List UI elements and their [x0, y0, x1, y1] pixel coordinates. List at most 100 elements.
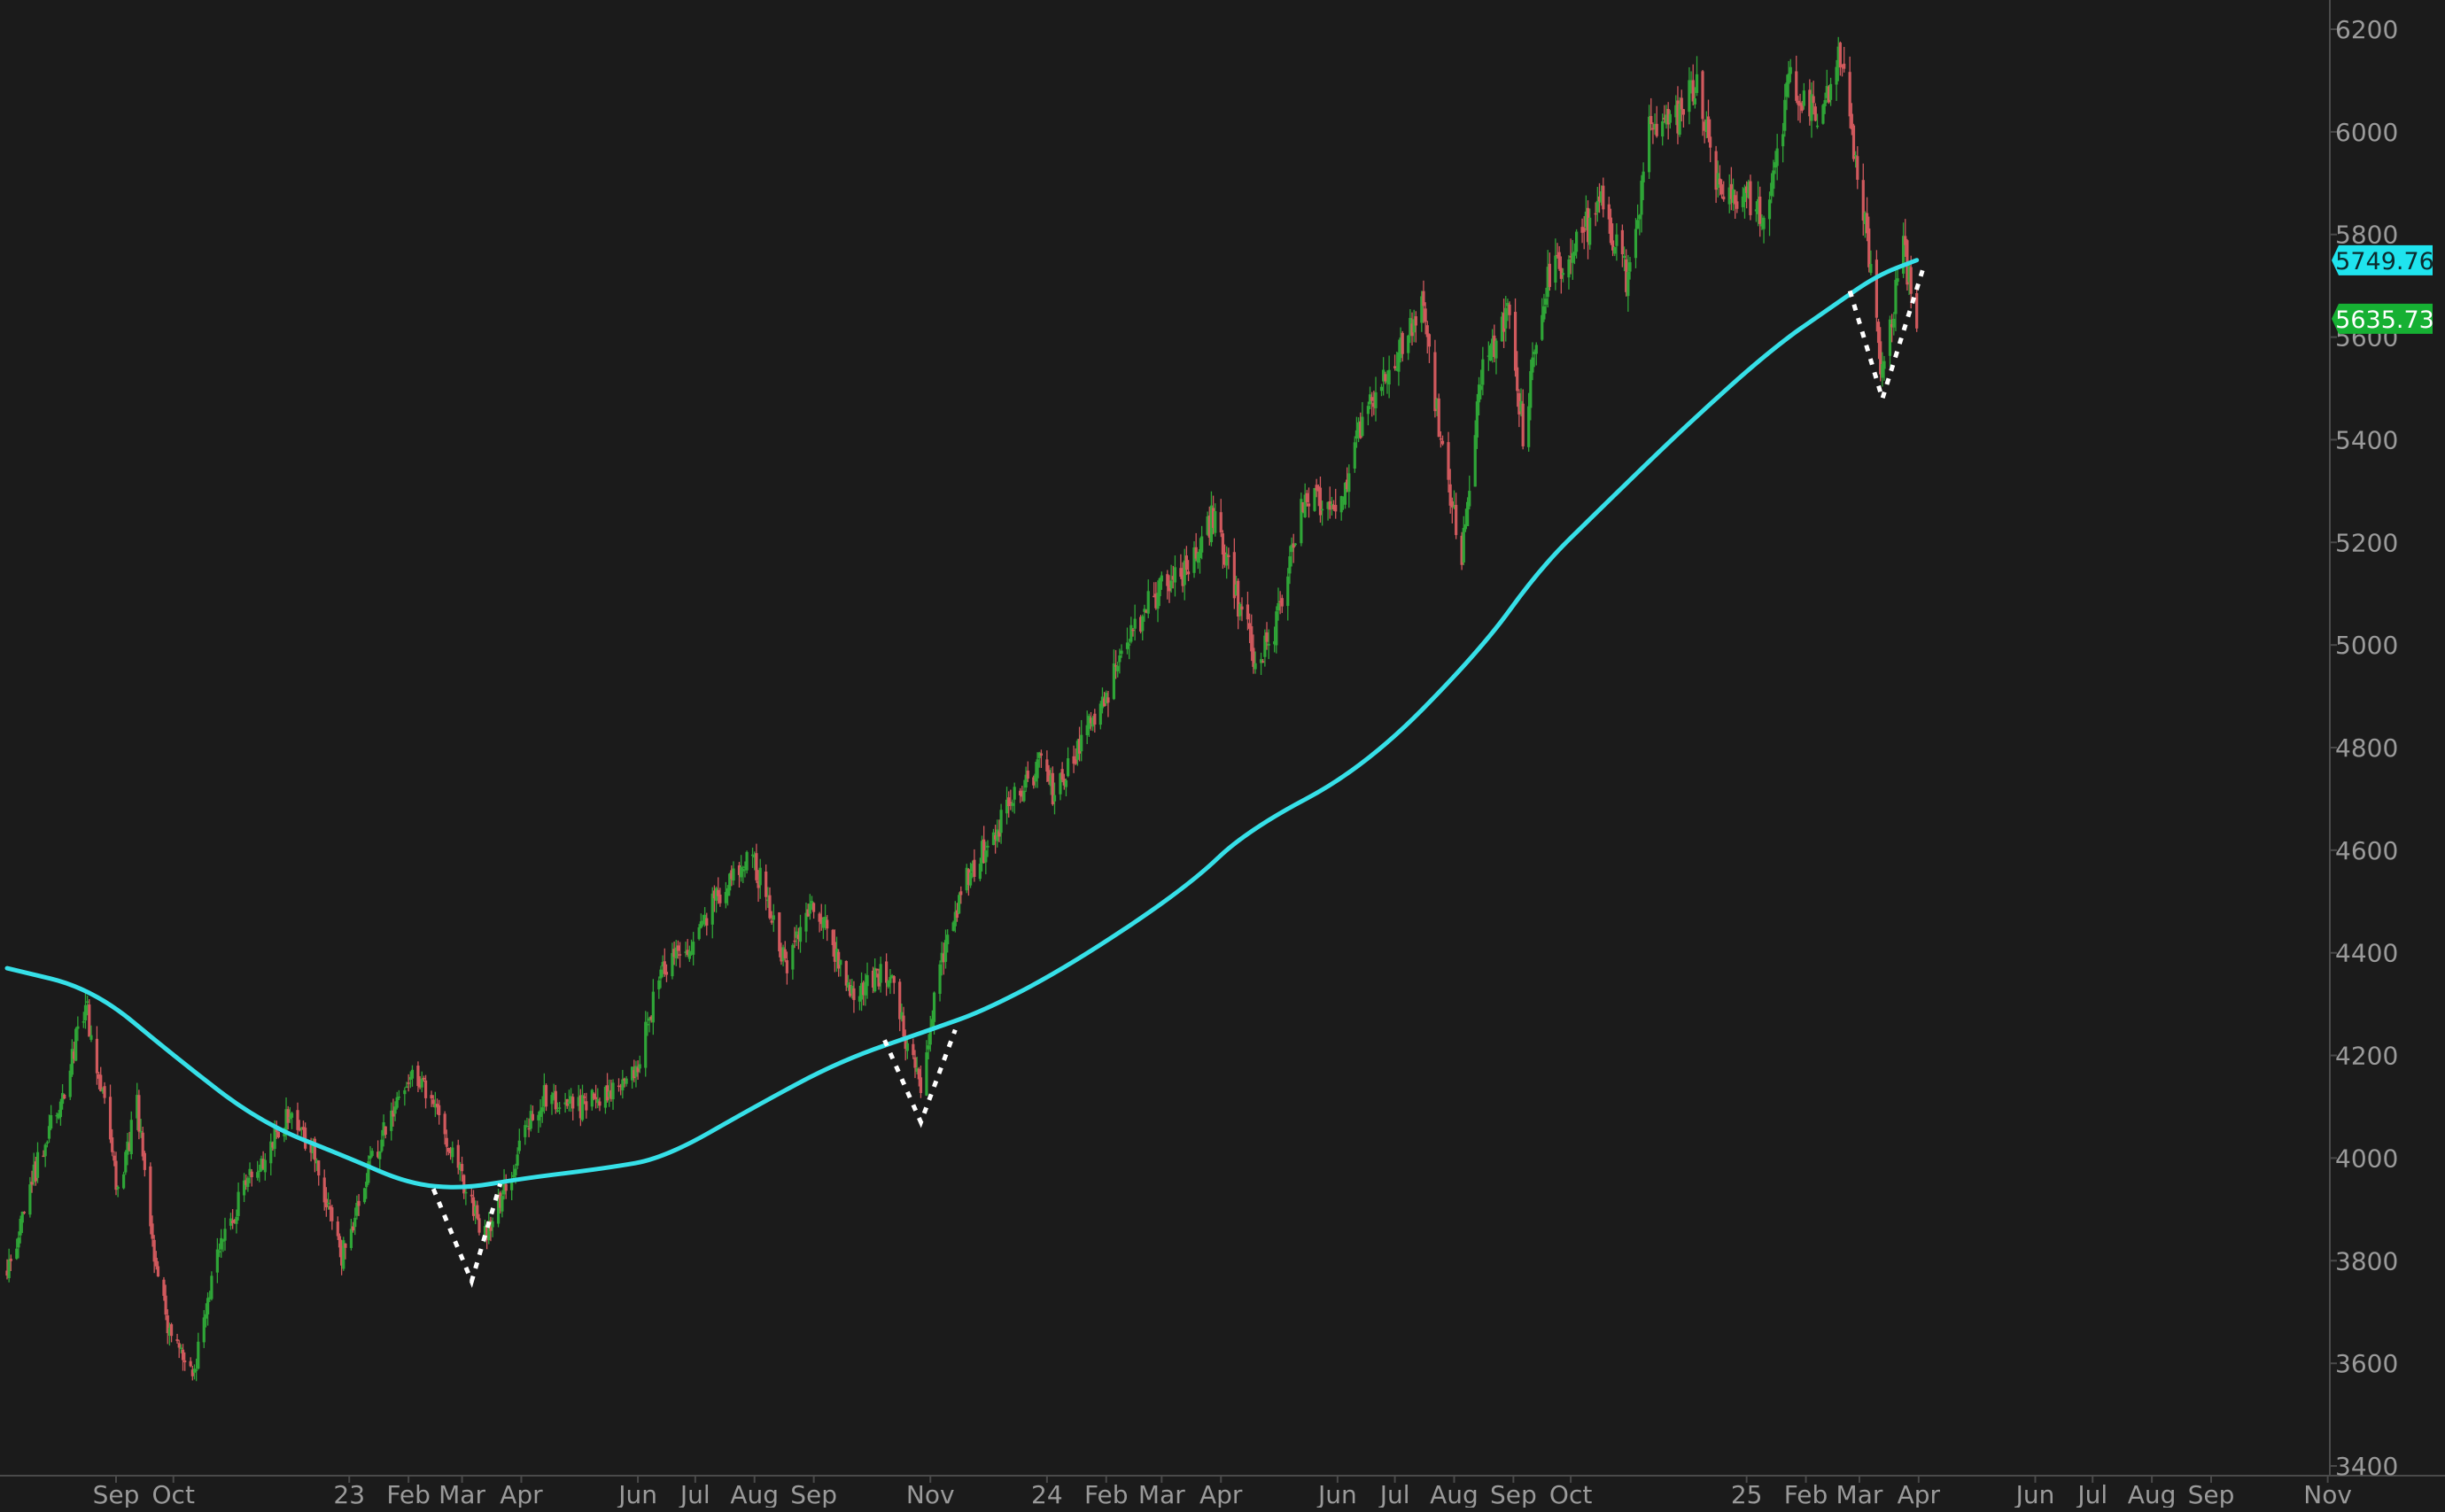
candle-body	[1473, 435, 1477, 487]
candle-body	[22, 1212, 27, 1213]
candlestick-series	[5, 36, 1919, 1382]
candle-body	[859, 982, 864, 1000]
y-tick-label: 4200	[2335, 1042, 2398, 1071]
candle-body	[1909, 267, 1913, 294]
candle-body	[1346, 479, 1349, 490]
x-tick-label: Mar	[439, 1480, 485, 1508]
candle-body	[1036, 759, 1039, 779]
candle-body	[873, 967, 877, 992]
candle-body	[1250, 626, 1254, 652]
candle-body	[1876, 322, 1881, 344]
candle-body	[169, 1324, 174, 1337]
x-tick-label: Sep	[1490, 1480, 1537, 1508]
candle-body	[1091, 717, 1095, 727]
candle-body	[1259, 659, 1263, 663]
candle-body	[1760, 223, 1764, 227]
candle-body	[114, 1160, 118, 1190]
candle-body	[1904, 236, 1907, 245]
candle-body	[336, 1221, 339, 1237]
candle-body	[512, 1175, 516, 1177]
candle-body	[1049, 775, 1052, 787]
candle-body	[1237, 580, 1240, 616]
candle-body	[1131, 629, 1135, 632]
x-tick-label: Apr	[1898, 1480, 1941, 1508]
candle-body	[1770, 182, 1774, 197]
candle-body	[324, 1198, 328, 1207]
candle-body	[594, 1097, 598, 1099]
candle-body	[821, 919, 826, 928]
candle-body	[108, 1097, 113, 1140]
candle-body	[76, 1026, 80, 1029]
candle-body	[1286, 576, 1290, 607]
candle-body	[1546, 267, 1549, 298]
candle-body	[317, 1160, 321, 1176]
candle-body	[778, 912, 781, 952]
candle-body	[875, 968, 879, 971]
candle-body	[1703, 121, 1706, 131]
candle-body	[1129, 624, 1133, 642]
candle-body	[32, 1164, 35, 1182]
candle-body	[261, 1159, 265, 1169]
candle-body	[1393, 366, 1397, 368]
candle-body	[1795, 71, 1798, 101]
candle-body	[1734, 195, 1737, 205]
candle-body	[567, 1101, 571, 1105]
candle-body	[1154, 593, 1158, 609]
candle-body	[1486, 355, 1490, 357]
candle-body	[1561, 273, 1565, 275]
candle-body	[1075, 740, 1079, 760]
y-tick-label: 4000	[2335, 1144, 2398, 1173]
candle-body	[991, 832, 996, 845]
candle-body	[1907, 265, 1911, 283]
candle-body	[999, 810, 1003, 834]
candle-body	[1882, 361, 1886, 369]
candle-body	[1354, 430, 1359, 439]
candle-body	[1731, 189, 1735, 204]
candle-body	[858, 996, 862, 1002]
candle-body	[301, 1127, 306, 1130]
candle-body	[1642, 171, 1645, 182]
candle-body	[1331, 504, 1336, 510]
candle-body	[633, 1070, 636, 1079]
candle-body	[42, 1155, 45, 1158]
candle-body	[446, 1148, 451, 1152]
candle-body	[97, 1074, 101, 1079]
candle-body	[1240, 606, 1244, 610]
candle-body	[890, 975, 894, 978]
y-tick-label: 4800	[2335, 733, 2398, 763]
candle-body	[1775, 148, 1779, 167]
candle-body	[1139, 616, 1143, 632]
candle-body	[299, 1128, 303, 1129]
candle-body	[1125, 642, 1129, 649]
x-tick-label: Nov	[2303, 1480, 2352, 1508]
candle-body	[34, 1161, 37, 1182]
candle-body	[1640, 181, 1643, 215]
candle-body	[1277, 602, 1280, 611]
x-tick-label: Jun	[2014, 1480, 2055, 1508]
candle-body	[1572, 252, 1577, 256]
candle-body	[1370, 397, 1374, 401]
candle-body	[516, 1154, 519, 1166]
candle-body	[1727, 187, 1731, 205]
candle-body	[487, 1221, 491, 1241]
candle-body	[583, 1096, 586, 1098]
candle-body	[1848, 72, 1851, 117]
candle-body	[791, 944, 795, 970]
candle-body	[1491, 338, 1494, 351]
candle-body	[1676, 100, 1680, 134]
x-tick-label: Aug	[2128, 1480, 2177, 1508]
candle-body	[1611, 240, 1615, 251]
candle-body	[393, 1106, 397, 1114]
candle-body	[714, 888, 718, 901]
price-label-text: 5749.76	[2335, 248, 2434, 275]
candle-body	[1892, 318, 1896, 328]
candle-body	[60, 1093, 65, 1105]
candle-body	[1582, 228, 1586, 232]
candle-body	[504, 1183, 508, 1191]
candle-body	[329, 1206, 332, 1210]
candle-body	[1867, 228, 1871, 268]
candle-body	[1663, 117, 1666, 120]
candle-body	[850, 985, 854, 994]
